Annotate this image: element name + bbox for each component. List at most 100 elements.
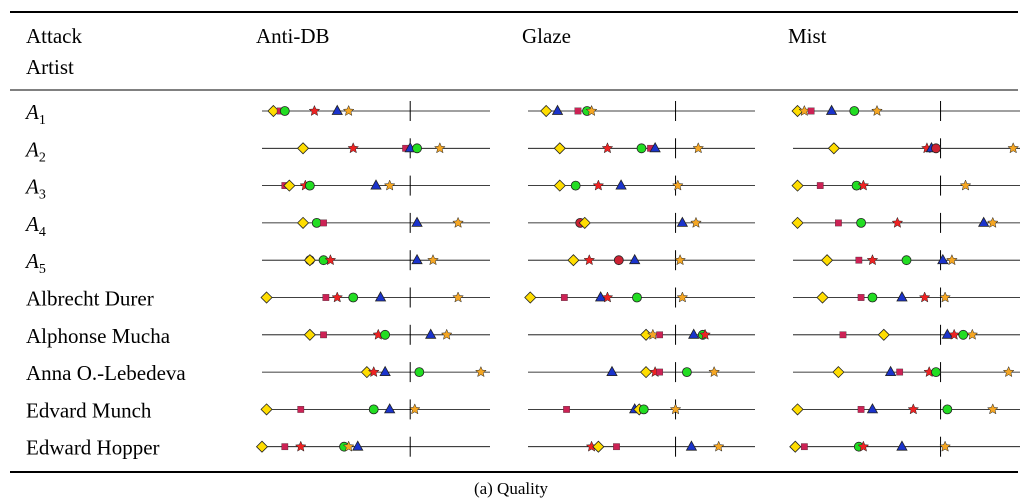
marker-star-red-mist-row5 <box>866 254 879 266</box>
marker-triangle-mist-row9 <box>866 403 879 414</box>
marker-square-anti-db-row9 <box>297 406 305 413</box>
marker-star-red-mist-row4 <box>891 216 904 228</box>
marker-circle-anti-db-row6 <box>348 292 359 303</box>
marker-circle-mist-row8 <box>931 367 941 378</box>
marker-star-orange-anti-db-row4 <box>452 216 464 228</box>
marker-star-orange-glaze-row4 <box>690 216 702 228</box>
marker-triangle-anti-db-row8 <box>379 365 391 377</box>
row-label-5: A5 <box>24 249 46 277</box>
marker-circle-mist-row7 <box>958 329 969 340</box>
marker-diamond-anti-db-row4 <box>296 216 310 229</box>
marker-circle-red-mist-row2 <box>931 143 941 154</box>
marker-triangle-glaze-row2 <box>649 141 661 153</box>
row-label-2: A2 <box>24 137 46 165</box>
marker-diamond-anti-db-row6 <box>260 291 273 304</box>
marker-star-orange-mist-row3 <box>959 179 972 191</box>
marker-star-red-anti-db-row1 <box>308 104 321 116</box>
marker-diamond-mist-row3 <box>791 179 804 192</box>
marker-diamond-anti-db-row3 <box>283 179 296 192</box>
marker-star-orange-anti-db-row7 <box>440 328 453 340</box>
marker-triangle-mist-row4 <box>978 216 990 227</box>
marker-circle-glaze-row2 <box>636 143 647 154</box>
marker-circle-red-glaze-row5 <box>613 255 624 266</box>
marker-star-red-anti-db-row2 <box>347 142 360 154</box>
marker-star-red-anti-db-row10 <box>294 440 307 452</box>
marker-star-orange-mist-row5 <box>946 254 958 266</box>
marker-square-mist-row10 <box>801 443 808 451</box>
row-label-10: Edward Hopper <box>26 436 160 460</box>
marker-star-orange-anti-db-row9 <box>408 403 421 415</box>
marker-star-red-mist-row9 <box>907 403 920 415</box>
marker-square-mist-row4 <box>835 219 842 227</box>
marker-triangle-mist-row8 <box>884 365 897 377</box>
marker-triangle-mist-row6 <box>896 291 908 302</box>
marker-diamond-glaze-row4 <box>578 216 591 229</box>
marker-diamond-glaze-row10 <box>592 440 605 453</box>
row-label-1: A1 <box>24 100 46 128</box>
marker-square-glaze-row7 <box>656 331 664 339</box>
marker-square-glaze-row9 <box>563 406 570 413</box>
marker-diamond-mist-row6 <box>816 291 829 304</box>
marker-triangle-glaze-row1 <box>551 104 564 115</box>
marker-square-mist-row8 <box>896 368 904 376</box>
marker-star-orange-mist-row2 <box>1007 142 1020 154</box>
marker-diamond-mist-row4 <box>791 216 804 229</box>
marker-circle-anti-db-row5 <box>318 255 329 266</box>
caption: (a) Quality <box>474 479 549 498</box>
marker-diamond-anti-db-row9 <box>260 403 273 416</box>
marker-circle-anti-db-row3 <box>304 180 315 191</box>
marker-square-mist-row1 <box>807 107 815 115</box>
marker-circle-mist-row1 <box>849 106 860 116</box>
marker-circle-mist-row5 <box>901 255 912 266</box>
marker-circle-mist-row9 <box>942 404 953 415</box>
marker-diamond-mist-row7 <box>877 328 890 341</box>
marker-triangle-mist-row1 <box>825 104 838 115</box>
marker-star-orange-glaze-row3 <box>671 179 684 191</box>
row-label-9: Edvard Munch <box>26 398 152 422</box>
marker-triangle-glaze-row5 <box>629 253 641 265</box>
marker-star-red-mist-row6 <box>918 291 931 303</box>
marker-star-red-mist-row3 <box>857 179 870 191</box>
marker-diamond-anti-db-row10 <box>255 440 269 453</box>
marker-triangle-glaze-row3 <box>615 179 627 190</box>
marker-star-orange-anti-db-row1 <box>342 104 355 116</box>
marker-triangle-anti-db-row4 <box>411 216 423 227</box>
marker-triangle-glaze-row8 <box>606 365 618 377</box>
marker-square-anti-db-row7 <box>320 331 327 339</box>
marker-diamond-glaze-row8 <box>639 366 653 379</box>
marker-square-anti-db-row6 <box>322 294 330 301</box>
marker-circle-anti-db-row1 <box>279 106 290 116</box>
marker-star-orange-mist-row8 <box>1002 365 1015 378</box>
marker-square-mist-row9 <box>857 406 865 413</box>
marker-triangle-mist-row5 <box>937 253 949 265</box>
marker-star-orange-anti-db-row5 <box>427 254 439 266</box>
marker-square-anti-db-row4 <box>320 219 327 227</box>
marker-circle-anti-db-row7 <box>380 329 391 340</box>
marker-circle-anti-db-row4 <box>311 217 322 228</box>
marker-diamond-glaze-row3 <box>553 179 566 192</box>
marker-circle-anti-db-row8 <box>414 367 425 378</box>
marker-circle-glaze-row8 <box>682 367 692 378</box>
marker-diamond-mist-row10 <box>789 440 802 453</box>
marker-star-red-anti-db-row6 <box>331 291 344 303</box>
marker-triangle-anti-db-row6 <box>374 291 387 302</box>
marker-diamond-mist-row2 <box>827 142 840 155</box>
marker-circle-mist-row3 <box>851 180 862 191</box>
marker-diamond-anti-db-row5 <box>303 254 316 267</box>
marker-star-orange-mist-row1 <box>871 104 883 116</box>
marker-star-orange-glaze-row1 <box>585 104 598 116</box>
header-anti-db: Anti-DB <box>256 24 330 48</box>
marker-circle-mist-row6 <box>867 292 878 303</box>
marker-square-glaze-row8 <box>656 368 664 376</box>
marker-diamond-anti-db-row2 <box>296 142 310 155</box>
marker-circle-anti-db-row2 <box>412 143 422 154</box>
marker-diamond-glaze-row2 <box>553 142 566 155</box>
marker-triangle-anti-db-row5 <box>411 253 423 265</box>
marker-star-orange-anti-db-row3 <box>383 179 396 191</box>
row-label-6: Albrecht Durer <box>26 287 154 311</box>
marker-square-mist-row6 <box>857 294 865 301</box>
marker-star-orange-mist-row4 <box>986 216 999 228</box>
marker-circle-glaze-row9 <box>638 404 649 415</box>
marker-star-red-mist-row10 <box>857 440 870 452</box>
